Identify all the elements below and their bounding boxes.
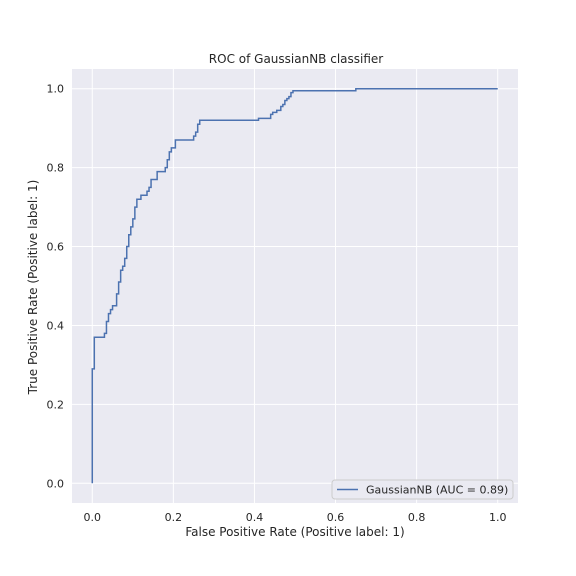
y-tick-labels: 0.0 0.2 0.4 0.6 0.8 1.0 [47,83,65,491]
y-tick-label: 0.8 [47,162,65,175]
x-tick-labels: 0.0 0.2 0.4 0.6 0.8 1.0 [84,511,507,524]
chart-title: ROC of GaussianNB classifier [209,52,384,66]
y-tick-label: 0.2 [47,398,65,411]
y-tick-label: 1.0 [47,83,65,96]
y-tick-label: 0.4 [47,319,65,332]
x-tick-label: 1.0 [489,511,507,524]
x-tick-label: 0.4 [246,511,264,524]
legend-box [331,479,514,500]
grid-lines [72,69,518,503]
legend-entry-gaussiannb: GaussianNB (AUC = 0.89) [366,484,508,497]
roc-curve-line [91,87,498,484]
legend: GaussianNB (AUC = 0.89) [331,479,514,500]
plot-area [72,69,518,503]
x-tick-label: 0.0 [84,511,102,524]
y-tick-label: 0.0 [47,477,65,490]
y-tick-label: 0.6 [47,241,65,254]
x-tick-label: 0.2 [165,511,183,524]
y-axis-label: True Positive Rate (Positive label: 1) [26,180,40,396]
x-axis-label: False Positive Rate (Positive label: 1) [185,525,404,539]
x-tick-label: 0.6 [327,511,345,524]
x-tick-label: 0.8 [408,511,426,524]
